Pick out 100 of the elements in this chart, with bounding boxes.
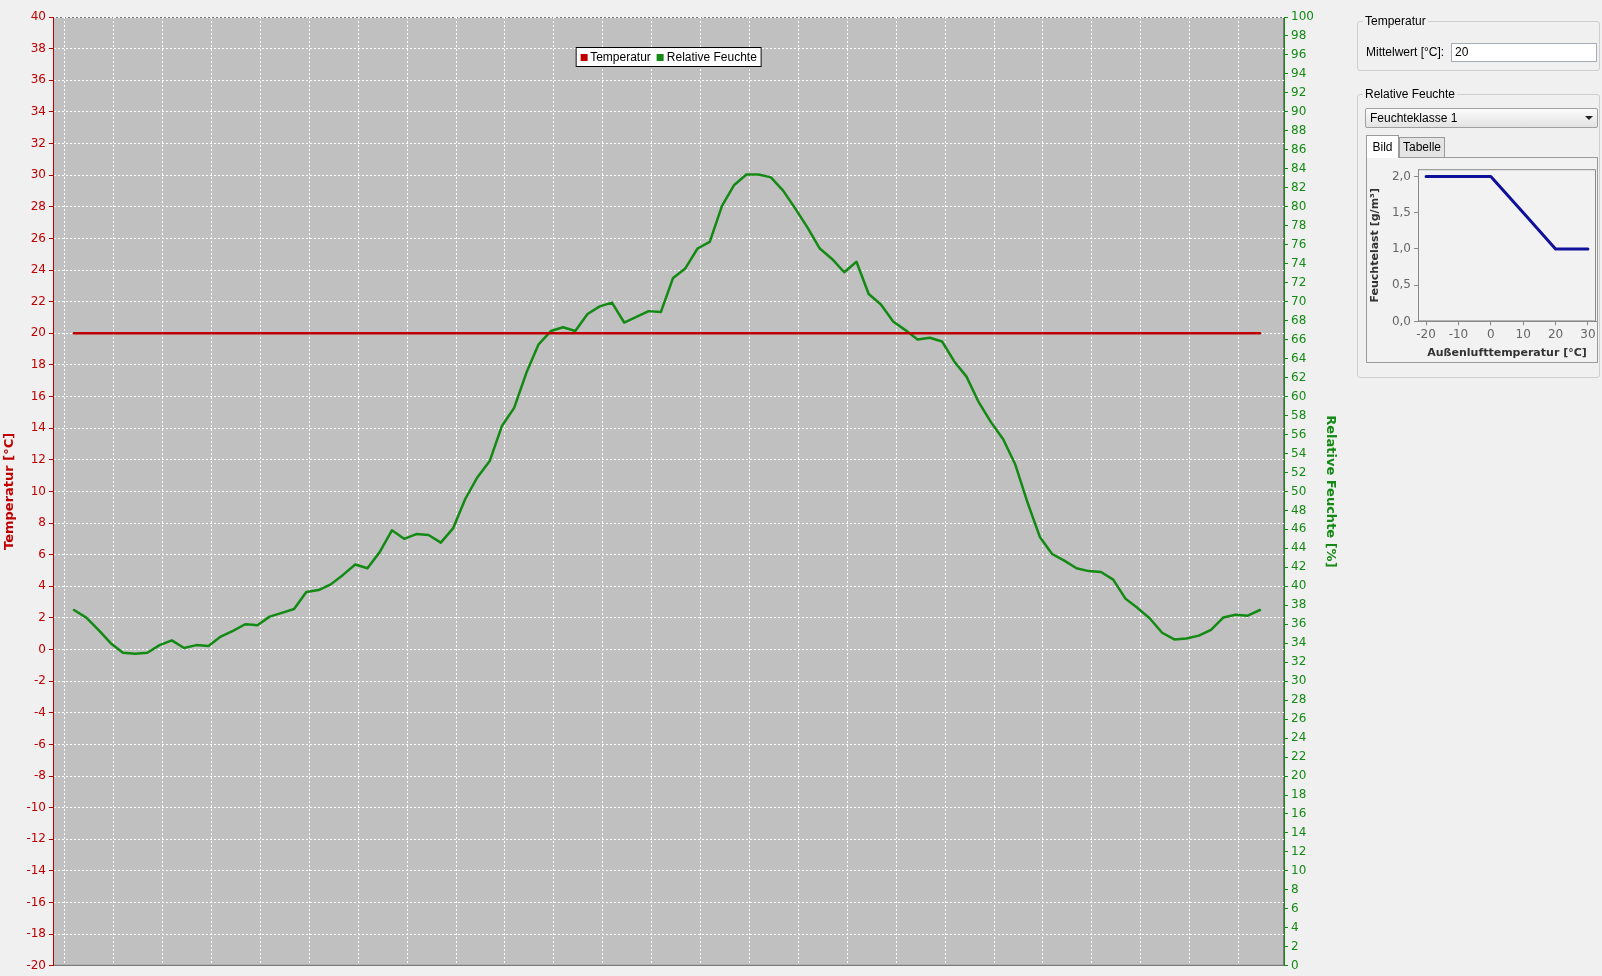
y-tick-label: 0,0 [1391,313,1411,328]
y-tick-label: 38 [30,40,46,55]
y2-tick-label: 26 [1291,711,1307,726]
y2-tick-label: 80 [1291,198,1307,213]
y2-tick-label: 28 [1291,692,1307,707]
y2-tick-label: 90 [1291,104,1307,118]
y2-tick-label: 52 [1291,464,1307,479]
legend-label: Relative Feuchte [666,50,757,64]
y-tick-label: -12 [26,831,46,846]
y2-tick-label: 14 [1291,825,1307,840]
y2-tick-label: 46 [1291,521,1307,536]
tab: Bild [1366,135,1399,158]
y2-tick-label: 68 [1291,312,1307,327]
y2-tick-label: 8 [1291,882,1299,897]
y-tick-label: 40 [30,9,46,24]
y2-tick-label: 38 [1291,597,1307,612]
y2-tick-label: 64 [1291,350,1307,365]
y2-tick-label: 86 [1291,141,1307,156]
y2-tick-label: 32 [1291,654,1307,669]
y-tick-label: 26 [30,230,46,245]
x-tick-label: 20 [1547,326,1564,341]
y-tick-label: 0,5 [1391,277,1411,292]
y-tick-label: -16 [26,894,46,909]
y2-tick-label: 94 [1291,66,1307,81]
y-tick-label: 18 [30,357,46,372]
text-field: 20 [1451,43,1597,62]
dropdown: Feuchteklasse 1 [1365,108,1598,128]
y2-tick-label: 12 [1291,844,1307,859]
y-tick-label: 34 [30,104,46,118]
y-tick-label: 4 [38,578,46,593]
y2-tick-label: 74 [1291,255,1307,270]
y2-tick-label: 20 [1291,768,1307,783]
y-tick-label: -14 [26,863,46,878]
y2-tick-label: 34 [1291,635,1307,650]
y-tick-label: -6 [34,736,46,751]
y2-tick-label: 4 [1291,919,1299,934]
y2-tick-label: 60 [1291,388,1307,403]
y2-tick-label: 42 [1291,559,1307,574]
y-tick-label: -20 [26,957,46,972]
y2-tick-label: 96 [1291,47,1307,62]
y-tick-label: -4 [34,704,46,719]
y-tick-label: 22 [30,293,46,308]
y-tick-label: 28 [30,198,46,213]
y2-tick-label: 82 [1291,179,1307,194]
y-tick-label: -8 [34,768,46,783]
y-tick-label: 12 [30,451,46,466]
y2-tick-label: 30 [1291,673,1307,688]
y2-tick-label: 48 [1291,502,1307,517]
y2-axis-title: Relative Feuchte [%] [1323,415,1339,568]
y2-tick-label: 58 [1291,407,1307,422]
y2-tick-label: 6 [1291,901,1299,915]
x-tick-label: 30 [1580,326,1596,341]
y-axis-title: Feuchtelast [g/m³] [1368,188,1382,303]
x-tick-label: -20 [1416,326,1436,341]
y2-tick-label: 50 [1291,483,1307,498]
y-tick-label: 2 [38,610,46,625]
y2-tick-label: 62 [1291,369,1307,384]
y2-tick-label: 0 [1291,957,1299,972]
y-tick-label: 32 [30,135,46,150]
y2-tick-label: 84 [1291,160,1307,175]
tab: Tabelle [1399,137,1445,157]
y-tick-label: 30 [30,167,46,182]
text: Temperatur [1363,14,1428,28]
y-tick-label: 6 [38,546,46,561]
y2-tick-label: 40 [1291,578,1307,593]
y2-tick-label: 18 [1291,787,1307,802]
y-tick-label: -10 [26,799,46,814]
y-tick-label: -2 [34,673,46,688]
y2-tick-label: 22 [1291,749,1307,764]
y2-tick-label: 92 [1291,85,1307,100]
x-tick-label: 0 [1487,326,1495,341]
y-tick-label: 0 [38,641,46,656]
y2-tick-label: 2 [1291,938,1299,953]
y2-tick-label: 98 [1291,28,1307,43]
y-tick-label: 8 [38,515,46,530]
y2-tick-label: 100 [1291,9,1314,24]
y-tick-label: -18 [26,926,46,941]
y2-tick-label: 10 [1291,863,1307,878]
y-axis-title: Temperatur [°C] [1,432,17,550]
y2-tick-label: 70 [1291,293,1307,308]
y2-tick-label: 54 [1291,445,1307,460]
y-tick-label: 1,5 [1391,204,1411,219]
y2-tick-label: 36 [1291,616,1307,631]
y2-tick-label: 78 [1291,217,1307,232]
y-tick-label: 10 [30,483,46,498]
y-tick-label: 16 [30,388,46,403]
y-tick-label: 36 [30,72,46,87]
y-tick-label: 24 [30,262,46,277]
text: Mittelwert [°C]: [1366,45,1445,59]
x-axis-title: Außenlufttemperatur [°C] [1427,346,1587,360]
y-tick-label: 14 [30,420,46,435]
y-tick-label: 1,0 [1391,241,1411,256]
y2-tick-label: 72 [1291,274,1307,289]
text: Relative Feuchte [1363,87,1458,101]
y2-tick-label: 24 [1291,730,1307,745]
y2-tick-label: 88 [1291,122,1307,137]
y2-tick-label: 56 [1291,426,1307,441]
x-tick-label: -10 [1448,326,1469,341]
y2-tick-label: 44 [1291,540,1307,555]
y2-tick-label: 66 [1291,331,1307,346]
